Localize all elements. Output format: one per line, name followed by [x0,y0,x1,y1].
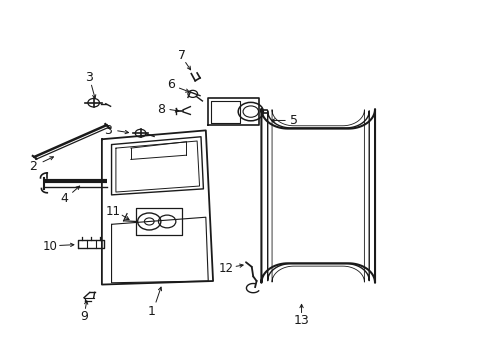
Text: 4: 4 [61,192,68,205]
Text: 3: 3 [104,124,112,137]
Text: 3: 3 [85,71,93,84]
Text: 5: 5 [289,114,297,127]
Text: 11: 11 [105,205,120,218]
Text: 2: 2 [29,160,37,173]
Text: 8: 8 [157,103,165,116]
Text: 12: 12 [218,262,233,275]
Text: 1: 1 [147,305,155,318]
Text: 7: 7 [177,49,185,62]
Text: 13: 13 [293,314,309,327]
Text: 9: 9 [80,310,88,323]
Text: 6: 6 [167,78,175,91]
Text: 10: 10 [42,240,57,253]
